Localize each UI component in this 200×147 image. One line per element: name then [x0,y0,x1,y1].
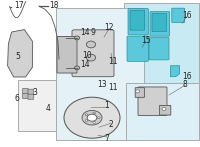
Text: 18: 18 [49,1,59,10]
Circle shape [86,54,96,61]
FancyBboxPatch shape [57,36,77,73]
FancyBboxPatch shape [128,9,148,35]
Text: 11: 11 [108,57,118,66]
Text: 4: 4 [46,104,50,113]
FancyBboxPatch shape [124,4,199,83]
Polygon shape [170,66,180,77]
Circle shape [93,112,95,114]
Polygon shape [8,30,32,77]
Circle shape [162,107,166,110]
Circle shape [86,41,96,48]
Circle shape [74,66,80,70]
FancyBboxPatch shape [138,87,167,116]
FancyBboxPatch shape [126,83,199,140]
Circle shape [136,90,140,93]
Text: 5: 5 [15,52,20,61]
Circle shape [93,122,95,123]
Circle shape [74,36,80,40]
FancyBboxPatch shape [23,93,28,99]
FancyBboxPatch shape [28,94,34,99]
FancyBboxPatch shape [135,88,144,97]
Text: 15: 15 [141,36,151,45]
FancyBboxPatch shape [149,38,169,60]
FancyBboxPatch shape [150,11,170,36]
Text: 3: 3 [33,88,37,97]
FancyBboxPatch shape [160,105,171,115]
Text: 9: 9 [91,27,95,36]
Text: 8: 8 [183,80,187,88]
Circle shape [87,114,97,121]
Circle shape [98,117,100,119]
FancyBboxPatch shape [127,36,148,61]
Text: 6: 6 [15,94,20,103]
Circle shape [85,120,88,122]
Text: 10: 10 [82,51,92,60]
Text: 16: 16 [182,11,192,20]
Text: 2: 2 [109,120,113,129]
FancyBboxPatch shape [172,8,185,22]
FancyBboxPatch shape [130,10,145,30]
FancyBboxPatch shape [18,80,56,131]
Text: 16: 16 [182,72,192,81]
Text: 7: 7 [105,134,109,143]
FancyBboxPatch shape [23,88,28,94]
Circle shape [82,110,102,125]
Circle shape [85,114,88,116]
FancyBboxPatch shape [152,13,166,32]
Text: 14: 14 [80,27,90,36]
Text: 12: 12 [104,23,114,32]
Text: 13: 13 [97,80,107,89]
Text: 14: 14 [80,60,90,69]
Circle shape [64,97,120,138]
FancyBboxPatch shape [56,8,144,140]
Text: 17: 17 [14,1,23,10]
Text: 1: 1 [105,101,109,111]
FancyBboxPatch shape [28,89,34,94]
Text: 11: 11 [108,83,118,92]
FancyBboxPatch shape [72,30,114,77]
